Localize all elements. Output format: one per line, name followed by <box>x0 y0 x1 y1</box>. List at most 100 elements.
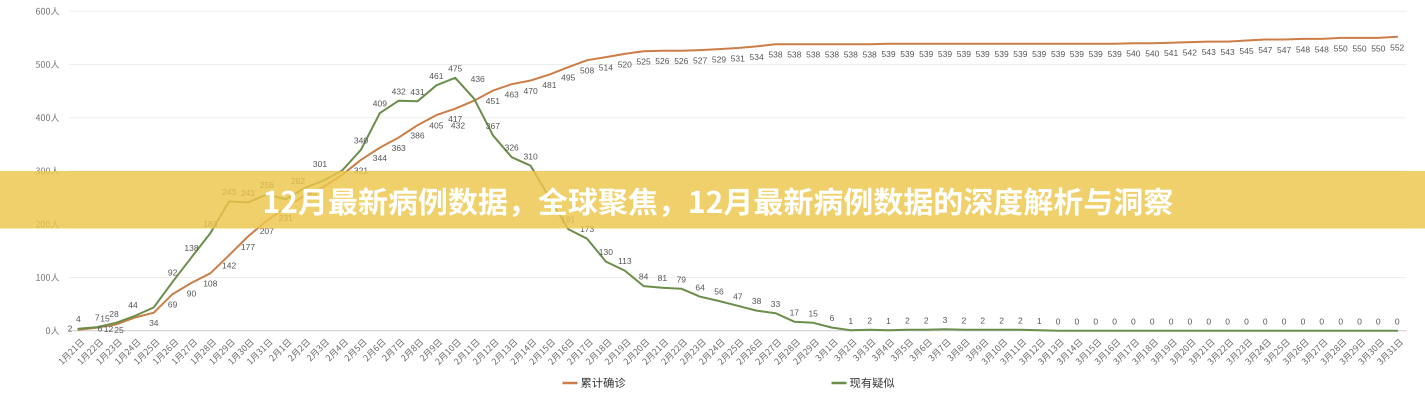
svg-text:550: 550 <box>1352 43 1366 53</box>
svg-text:531: 531 <box>731 54 745 64</box>
svg-text:529: 529 <box>712 55 726 65</box>
svg-text:417: 417 <box>448 114 462 124</box>
svg-text:138: 138 <box>184 243 198 253</box>
svg-text:2: 2 <box>999 315 1004 325</box>
svg-text:15: 15 <box>808 308 818 318</box>
svg-text:1: 1 <box>848 316 853 326</box>
svg-text:69: 69 <box>168 300 178 310</box>
svg-text:56: 56 <box>714 287 724 297</box>
svg-text:538: 538 <box>844 50 858 60</box>
svg-text:0: 0 <box>1338 316 1343 326</box>
svg-text:0: 0 <box>1395 316 1400 326</box>
svg-text:12: 12 <box>104 324 114 334</box>
svg-text:1: 1 <box>886 316 891 326</box>
svg-text:44: 44 <box>128 300 138 310</box>
svg-text:6: 6 <box>830 313 835 323</box>
svg-text:84: 84 <box>639 272 649 282</box>
svg-text:34: 34 <box>149 318 159 328</box>
svg-text:142: 142 <box>222 261 236 271</box>
svg-text:340: 340 <box>354 135 368 145</box>
svg-text:207: 207 <box>260 226 274 236</box>
svg-text:451: 451 <box>486 96 500 106</box>
svg-text:547: 547 <box>1258 45 1272 55</box>
svg-text:2: 2 <box>924 315 929 325</box>
svg-text:432: 432 <box>451 121 465 131</box>
svg-text:2: 2 <box>1018 315 1023 325</box>
svg-text:90: 90 <box>187 288 197 298</box>
svg-text:3: 3 <box>943 315 948 325</box>
svg-text:113: 113 <box>618 256 632 266</box>
svg-text:0: 0 <box>1169 316 1174 326</box>
svg-text:543: 543 <box>1221 47 1235 57</box>
svg-text:542: 542 <box>1183 48 1197 58</box>
svg-text:405: 405 <box>429 121 443 131</box>
svg-text:541: 541 <box>1164 48 1178 58</box>
svg-text:25: 25 <box>114 325 124 335</box>
svg-text:550: 550 <box>1334 43 1348 53</box>
svg-text:409: 409 <box>373 99 387 109</box>
svg-text:538: 538 <box>787 50 801 60</box>
svg-text:539: 539 <box>900 49 914 59</box>
svg-text:0: 0 <box>1093 316 1098 326</box>
svg-text:461: 461 <box>429 71 443 81</box>
svg-text:17: 17 <box>790 307 800 317</box>
svg-text:1: 1 <box>1037 316 1042 326</box>
svg-text:431: 431 <box>410 87 424 97</box>
svg-text:0: 0 <box>1282 316 1287 326</box>
svg-text:321: 321 <box>354 165 368 175</box>
svg-text:79: 79 <box>677 274 687 284</box>
svg-text:0: 0 <box>1244 316 1249 326</box>
svg-text:539: 539 <box>995 49 1009 59</box>
svg-text:0: 0 <box>1112 316 1117 326</box>
svg-text:539: 539 <box>919 49 933 59</box>
svg-text:514: 514 <box>599 63 613 73</box>
svg-text:310: 310 <box>524 151 538 161</box>
svg-text:432: 432 <box>392 86 406 96</box>
svg-text:539: 539 <box>1013 49 1027 59</box>
svg-text:548: 548 <box>1296 44 1310 54</box>
svg-text:545: 545 <box>1239 46 1253 56</box>
svg-text:470: 470 <box>524 86 538 96</box>
svg-text:7: 7 <box>95 313 100 323</box>
svg-text:15: 15 <box>100 314 110 324</box>
svg-text:539: 539 <box>1032 49 1046 59</box>
svg-text:173: 173 <box>580 224 594 234</box>
svg-text:0: 0 <box>1225 316 1230 326</box>
svg-text:0: 0 <box>1188 316 1193 326</box>
svg-text:0: 0 <box>1357 316 1362 326</box>
svg-text:527: 527 <box>693 56 707 66</box>
svg-text:548: 548 <box>1315 44 1329 54</box>
svg-text:525: 525 <box>637 57 651 67</box>
svg-text:538: 538 <box>806 50 820 60</box>
svg-text:301: 301 <box>313 159 327 169</box>
svg-text:540: 540 <box>1126 49 1140 59</box>
svg-text:367: 367 <box>486 121 500 131</box>
svg-text:526: 526 <box>655 56 669 66</box>
svg-text:326: 326 <box>505 143 519 153</box>
svg-text:539: 539 <box>1108 49 1122 59</box>
svg-text:28: 28 <box>109 309 119 319</box>
svg-text:539: 539 <box>976 49 990 59</box>
svg-text:0: 0 <box>1301 316 1306 326</box>
svg-text:463: 463 <box>505 90 519 100</box>
svg-text:33: 33 <box>771 299 781 309</box>
svg-text:2: 2 <box>68 324 73 334</box>
svg-text:64: 64 <box>695 282 705 292</box>
svg-text:543: 543 <box>1202 47 1216 57</box>
svg-text:534: 534 <box>750 52 764 62</box>
svg-text:550: 550 <box>1371 43 1385 53</box>
svg-text:539: 539 <box>1070 49 1084 59</box>
svg-text:2: 2 <box>905 315 910 325</box>
svg-text:538: 538 <box>825 50 839 60</box>
svg-text:38: 38 <box>752 296 762 306</box>
svg-text:6: 6 <box>98 323 103 333</box>
svg-text:4: 4 <box>76 314 81 324</box>
svg-text:508: 508 <box>580 66 594 76</box>
svg-text:475: 475 <box>448 63 462 73</box>
svg-text:47: 47 <box>733 291 743 301</box>
svg-text:92: 92 <box>168 267 178 277</box>
svg-text:520: 520 <box>618 59 632 69</box>
svg-text:538: 538 <box>768 50 782 60</box>
svg-text:344: 344 <box>373 153 387 163</box>
svg-text:538: 538 <box>863 50 877 60</box>
